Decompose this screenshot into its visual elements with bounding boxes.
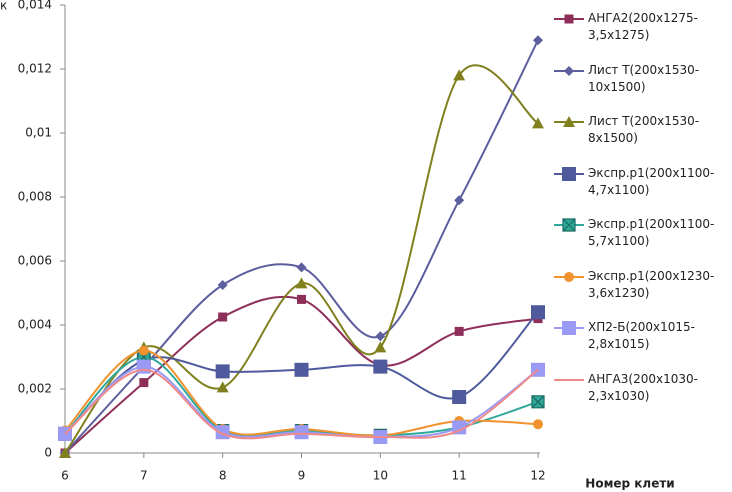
marker xyxy=(452,390,467,404)
marker xyxy=(373,359,388,374)
legend-label: Экспр.р1(200х1100-5,7х1100) xyxy=(588,217,715,248)
legend-swatch xyxy=(554,378,584,381)
marker xyxy=(564,271,574,282)
y-tick-label: 0,01 xyxy=(25,126,52,140)
legend: АНГА2(200х1275-3,5х1275) Лист Т(200х1530-… xyxy=(552,10,732,422)
legend-label: АНГА2(200х1275-3,5х1275) xyxy=(588,11,698,42)
legend-label: Лист Т(200х1530-8х1500) xyxy=(588,114,700,145)
marker xyxy=(294,425,309,440)
x-tick-label: 12 xyxy=(530,469,545,483)
marker xyxy=(375,331,386,342)
marker xyxy=(454,326,464,336)
marker xyxy=(59,447,71,458)
marker xyxy=(136,359,151,374)
x-tick-label: 8 xyxy=(219,469,227,483)
marker xyxy=(138,345,149,356)
y-axis-label: к xyxy=(0,0,7,13)
marker xyxy=(216,381,229,393)
legend-item: Лист Т(200х1530-8х1500) xyxy=(552,113,732,165)
y-tick-label: 0,004 xyxy=(18,318,52,332)
legend-swatch xyxy=(554,271,584,282)
y-tick-label: 0,012 xyxy=(18,62,52,76)
y-tick-label: 0,006 xyxy=(18,254,52,268)
marker xyxy=(533,419,543,430)
marker xyxy=(297,294,306,304)
series-line xyxy=(64,368,539,440)
marker xyxy=(295,277,308,289)
y-tick-label: 0 xyxy=(44,446,52,460)
marker xyxy=(531,305,545,320)
marker xyxy=(452,420,467,435)
legend-label: ХП2-Б(200х1015-2,8х1015) xyxy=(588,320,695,351)
x-tick-label: 6 xyxy=(61,469,69,483)
marker xyxy=(453,69,466,81)
y-tick-label: 0,002 xyxy=(18,382,52,396)
legend-swatch xyxy=(554,321,584,335)
legend-swatch xyxy=(554,14,584,24)
legend-item: АНГА3(200х1030-2,3х1030) xyxy=(552,371,732,423)
legend-item: АНГА2(200х1275-3,5х1275) xyxy=(552,10,732,62)
x-axis-label: Номер клети xyxy=(585,477,674,491)
series-line xyxy=(64,39,539,454)
marker xyxy=(562,321,576,335)
marker xyxy=(564,65,574,76)
marker xyxy=(374,341,387,353)
marker xyxy=(531,395,545,409)
x-tick-label: 11 xyxy=(452,469,467,483)
legend-swatch xyxy=(554,218,584,232)
legend-label: АНГА3(200х1030-2,3х1030) xyxy=(588,371,698,403)
legend-item: Экспр.р1(200х1230-3,6х1230) xyxy=(552,268,732,320)
x-tick-label: 9 xyxy=(298,469,306,483)
legend-label: Экспр.р1(200х1230-3,6х1230) xyxy=(588,268,715,300)
marker xyxy=(563,116,575,127)
marker xyxy=(215,364,230,379)
legend-item: Лист Т(200х1530-10х1500) xyxy=(552,62,732,114)
series-line xyxy=(64,64,539,454)
legend-swatch xyxy=(554,166,584,181)
marker xyxy=(217,280,228,290)
legend-swatch xyxy=(554,65,584,76)
legend-item: ХП2-Б(200х1015-2,8х1015) xyxy=(552,319,732,371)
marker xyxy=(454,195,465,206)
legend-label: Экспр.р1(200х1100-4,7х1100) xyxy=(588,165,715,197)
marker xyxy=(562,218,576,232)
x-tick-label: 10 xyxy=(373,469,388,483)
legend-swatch xyxy=(554,116,584,127)
y-tick-label: 0,008 xyxy=(18,190,52,204)
legend-label: Лист Т(200х1530-10х1500) xyxy=(588,62,700,94)
x-tick-label: 7 xyxy=(140,469,148,483)
marker xyxy=(294,362,309,377)
legend-item: Экспр.р1(200х1100-5,7х1100) xyxy=(552,216,732,268)
marker xyxy=(218,312,228,322)
marker xyxy=(562,166,576,181)
y-tick-label: 0,014 xyxy=(18,0,52,12)
marker xyxy=(533,35,543,46)
marker xyxy=(532,117,544,129)
marker xyxy=(564,14,574,24)
marker xyxy=(296,262,307,273)
legend-item: Экспр.р1(200х1100-4,7х1100) xyxy=(552,165,732,217)
marker xyxy=(139,378,149,388)
